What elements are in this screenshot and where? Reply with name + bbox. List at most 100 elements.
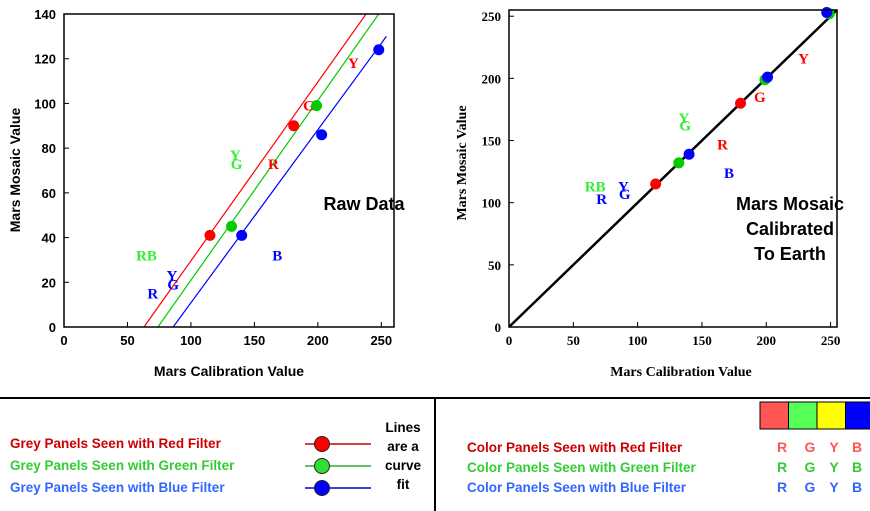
calibrated-color-panel-letter: Y	[679, 111, 690, 127]
color-legend-letter: R	[777, 439, 787, 455]
raw-data-point-blue	[373, 44, 385, 56]
calibrated-x-tick-label: 50	[567, 333, 580, 348]
calibrated-y-tick-label: 50	[488, 258, 501, 273]
raw-data-x-tick-label: 200	[307, 333, 329, 348]
raw-data-point-red	[204, 229, 216, 241]
raw-data-point-green	[311, 100, 323, 112]
raw-data-y-tick-label: 120	[34, 52, 56, 67]
raw-data-x-tick-label: 0	[60, 333, 67, 348]
curve-fit-note-line: curve	[385, 458, 422, 473]
calibrated-y-tick-label: 150	[482, 134, 502, 149]
calibrated-color-panel-letter: R	[596, 192, 607, 208]
calibrated-color-panel-letter: G	[754, 90, 766, 106]
color-legend-letter: B	[852, 459, 862, 475]
raw-data-fit-lines	[143, 14, 387, 327]
calibrated-grey-panel-points	[650, 6, 835, 190]
color-legend-letter: R	[777, 479, 787, 495]
color-legend-letter: Y	[829, 479, 839, 495]
calibrated-annotation-line-2: Calibrated	[746, 219, 834, 239]
raw-data-color-panel-letter: Y	[230, 148, 241, 164]
color-panels-legend: Color Panels Seen with Red Filter R G Y BCol…	[467, 401, 870, 495]
raw-data-x-tick-label: 100	[180, 333, 202, 348]
grey-legend-dot	[314, 436, 330, 452]
color-legend-letter: Y	[829, 459, 839, 475]
calibrated-x-axis-label: Mars Calibration Value	[610, 365, 752, 380]
raw-data-color-panel-letter: RB	[136, 248, 157, 264]
calibrated-x-tick-label: 100	[628, 333, 648, 348]
raw-data-x-axis-label: Mars Calibration Value	[154, 363, 304, 379]
raw-data-y-tick-label: 60	[42, 186, 56, 201]
raw-data-fit-line-green	[157, 14, 380, 327]
raw-data-point-red	[288, 120, 300, 132]
calibrated-point-blue	[683, 148, 695, 160]
raw-data-y-tick-label: 20	[42, 275, 56, 290]
color-legend-letter: Y	[829, 439, 839, 455]
calibrated-point-red	[735, 97, 747, 109]
calibrated-color-panel-letter: Y	[798, 51, 809, 67]
raw-data-y-axis-label: Mars Mosaic Value	[7, 108, 23, 233]
calibrated-y-tick-label: 100	[482, 196, 502, 211]
raw-data-color-panel-letter: B	[272, 248, 282, 264]
calibrated-plot-frame	[508, 9, 838, 328]
calibrated-x-tick-label: 0	[506, 333, 513, 348]
raw-data-point-green	[226, 220, 238, 232]
raw-data-color-panel-letter: G	[231, 157, 243, 173]
raw-data-x-tick-label: 250	[370, 333, 392, 348]
grey-legend-label: Grey Panels Seen with Red Filter	[10, 436, 222, 451]
calibrated-color-panel-letter: Y	[618, 180, 629, 196]
calibrated-identity-line	[508, 9, 838, 328]
color-swatch	[788, 401, 818, 430]
raw-data-plot-frame	[63, 13, 395, 328]
calibrated-x-tick-label: 200	[757, 333, 777, 348]
calibrated-color-panel-letter: B	[724, 166, 734, 182]
calibrated-color-panel-letter: RB	[585, 180, 606, 196]
color-swatch	[816, 401, 846, 430]
color-legend-label: Color Panels Seen with Red Filter	[467, 440, 683, 455]
calibrated-identity-line	[508, 9, 838, 328]
raw-data-color-panel-letter: G	[167, 278, 179, 294]
color-legend-letter: B	[852, 439, 862, 455]
raw-data-y-tick-label: 80	[42, 141, 56, 156]
calibrated-annotation: Mars Mosaic Calibrated To Earth	[736, 194, 844, 264]
grey-panels-legend: Grey Panels Seen with Red Filter Grey Pan…	[10, 436, 371, 496]
calibrated-annotation-line-3: To Earth	[754, 244, 826, 264]
curve-fit-note-line: are a	[387, 439, 419, 454]
calibrated-ticks: 0 50 100 150 200 250 0 50 100 150 200 250	[482, 9, 841, 348]
raw-data-x-tick-label: 50	[120, 333, 134, 348]
raw-data-y-tick-label: 40	[42, 231, 56, 246]
calibrated-x-tick-label: 150	[692, 333, 712, 348]
calibrated-color-panel-letter: G	[619, 187, 631, 203]
raw-data-color-panel-letter: R	[268, 157, 279, 173]
color-legend-letter: B	[852, 479, 862, 495]
raw-data-point-blue	[236, 229, 248, 241]
grey-legend-dot	[314, 480, 330, 496]
color-legend-letter: G	[805, 479, 816, 495]
raw-data-y-tick-label: 140	[34, 7, 56, 22]
raw-data-y-tick-label: 100	[34, 96, 56, 111]
color-swatch	[845, 401, 870, 430]
color-legend-label: Color Panels Seen with Blue Filter	[467, 480, 687, 495]
calibrated-y-tick-label: 0	[495, 320, 502, 335]
color-swatch	[759, 401, 789, 430]
color-legend-letter: G	[805, 459, 816, 475]
calibrated-annotation-line-1: Mars Mosaic	[736, 194, 844, 214]
color-legend-letter: G	[805, 439, 816, 455]
grey-legend-dot	[314, 458, 330, 474]
calibrated-y-tick-label: 200	[482, 71, 502, 86]
calibrated-y-axis-label: Mars Mosaic Value	[455, 105, 470, 220]
calibrated-point-red	[650, 178, 662, 190]
grey-legend-label: Grey Panels Seen with Green Filter	[10, 458, 235, 473]
calibrated-point-blue	[762, 71, 774, 83]
calibrated-point-green	[673, 157, 685, 169]
raw-data-fit-line-red	[143, 14, 367, 327]
curve-fit-note-line: fit	[397, 477, 410, 492]
curve-fit-note-line: Lines	[385, 420, 420, 435]
raw-data-point-blue	[316, 129, 328, 141]
raw-data-ticks: 0 50 100 150 200 250 0 20 40 60 80 100 120 140	[34, 7, 392, 348]
raw-data-x-tick-label: 150	[244, 333, 266, 348]
calibrated-color-panel-letter: R	[717, 137, 728, 153]
